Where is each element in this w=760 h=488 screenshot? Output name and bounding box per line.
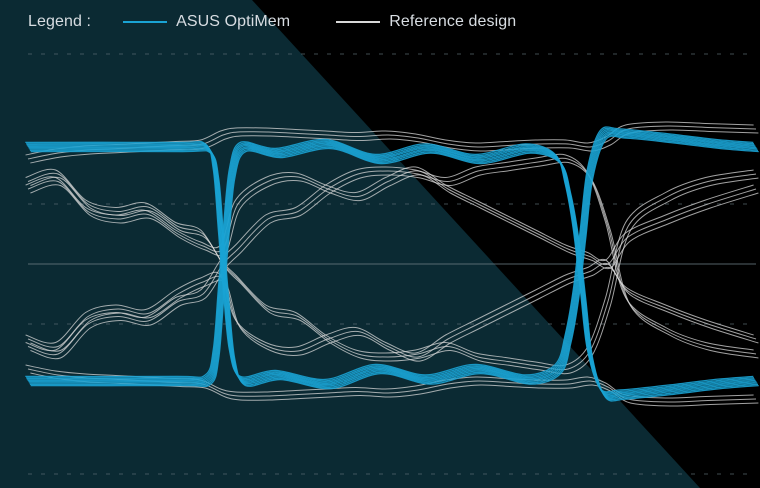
reference-design-trace-1-2 bbox=[30, 176, 759, 375]
asus-optimem-trace-1-7 bbox=[30, 147, 759, 402]
reference-design-trace-5-2 bbox=[30, 266, 759, 362]
grid-lines bbox=[28, 53, 756, 475]
legend-label-reference-design: Reference design bbox=[389, 13, 517, 30]
legend-swatch-asus-optimem bbox=[123, 21, 168, 23]
reference-design-trace-5-1 bbox=[27, 262, 757, 358]
asus-optimem-traces bbox=[25, 126, 759, 402]
reference-design-trace-4-2 bbox=[30, 161, 759, 360]
asus-optimem-trace-0-2 bbox=[26, 128, 755, 383]
legend-title: Legend : bbox=[28, 13, 92, 30]
legend-label-asus-optimem: ASUS OptiMem bbox=[176, 13, 291, 30]
legend-item-reference-design: Reference design bbox=[336, 13, 516, 31]
legend: Legend : ASUS OptiMem Reference design bbox=[28, 10, 562, 34]
asus-optimem-trace-0-7 bbox=[30, 135, 759, 390]
reference-design-trace-2-0 bbox=[25, 166, 754, 262]
reference-design-trace-1-0 bbox=[25, 168, 754, 367]
legend-swatch-reference-design bbox=[336, 21, 381, 23]
reference-design-trace-4-0 bbox=[25, 153, 754, 352]
asus-optimem-trace-0-3 bbox=[27, 130, 756, 385]
asus-optimem-trace-0-6 bbox=[29, 134, 759, 388]
asus-optimem-trace-0-4 bbox=[28, 131, 757, 386]
background-band bbox=[0, 0, 700, 488]
reference-design-trace-4-1 bbox=[27, 157, 757, 356]
reference-design-trace-2-2 bbox=[30, 174, 759, 270]
reference-design-trace-2-1 bbox=[27, 170, 757, 266]
reference-design-trace-3-0 bbox=[25, 364, 754, 399]
reference-design-trace-5-0 bbox=[25, 258, 754, 354]
reference-design-trace-1-1 bbox=[27, 172, 757, 371]
legend-item-asus-optimem: ASUS OptiMem bbox=[123, 13, 290, 31]
